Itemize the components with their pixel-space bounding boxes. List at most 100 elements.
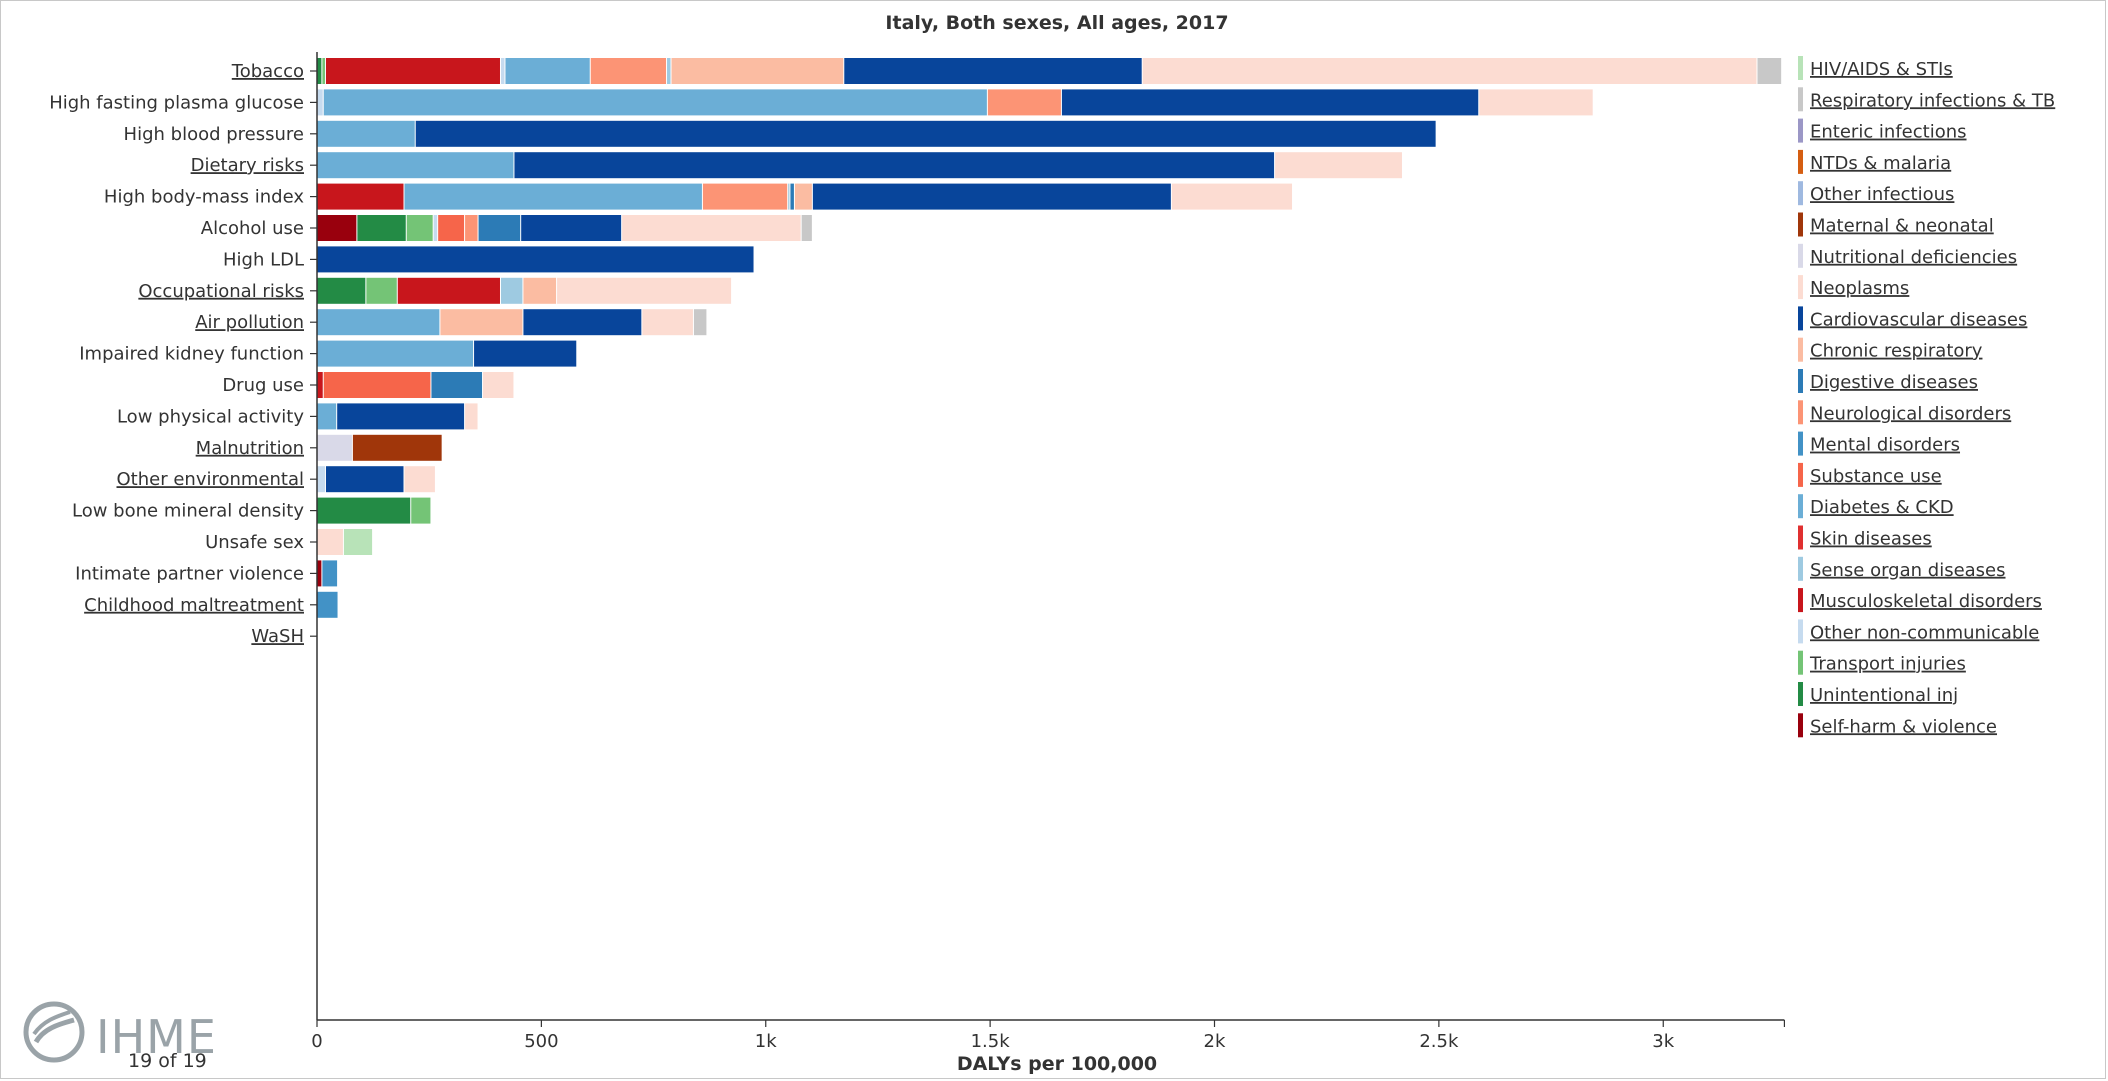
y-tick-label[interactable]: Tobacco xyxy=(231,61,304,82)
legend-item[interactable]: Respiratory infections & TB xyxy=(1810,90,2055,111)
bar-segment-cardio[interactable] xyxy=(1061,89,1479,116)
bar-segment-msk[interactable] xyxy=(317,372,323,398)
bar-segment-neoplasms[interactable] xyxy=(317,529,343,555)
bar-segment-cardio[interactable] xyxy=(844,58,1142,84)
bar-segment-chronic_resp[interactable] xyxy=(523,277,557,304)
legend-item[interactable]: Mental disorders xyxy=(1810,435,1960,456)
bar-segment-transport[interactable] xyxy=(411,497,431,524)
legend-item[interactable]: Transport injuries xyxy=(1809,654,1966,675)
y-tick-label[interactable]: Dietary risks xyxy=(191,155,304,176)
bar-segment-diabetes[interactable] xyxy=(323,89,987,116)
bar-segment-diabetes[interactable] xyxy=(317,120,415,147)
bar-segment-neoplasms[interactable] xyxy=(1479,89,1593,116)
bar-segment-neoplasms[interactable] xyxy=(1171,183,1293,210)
bar-segment-other_ncd[interactable] xyxy=(500,58,505,84)
y-tick-label[interactable]: Other environmental xyxy=(117,469,305,490)
bar-segment-sense[interactable] xyxy=(500,277,523,304)
legend-item[interactable]: Cardiovascular diseases xyxy=(1810,309,2027,330)
bar-segment-substance[interactable] xyxy=(323,372,431,398)
y-tick-label[interactable]: Air pollution xyxy=(195,312,304,333)
legend-item[interactable]: Enteric infections xyxy=(1810,122,1967,143)
bar-segment-unintentional[interactable] xyxy=(357,215,406,241)
bar-segment-neoplasms[interactable] xyxy=(483,372,514,398)
bar-segment-cardio[interactable] xyxy=(317,246,754,273)
bar-segment-cardio[interactable] xyxy=(514,152,1275,179)
y-tick-label[interactable]: Childhood maltreatment xyxy=(84,595,304,616)
bar-segment-maternal[interactable] xyxy=(352,434,442,461)
bar-segment-other_ncd[interactable] xyxy=(317,466,325,493)
bar-segment-cardio[interactable] xyxy=(521,215,622,241)
bar-segment-sense[interactable] xyxy=(667,58,671,84)
bar-segment-neoplasms[interactable] xyxy=(622,215,801,241)
legend-item[interactable]: Neoplasms xyxy=(1810,278,1909,299)
bar-segment-neoplasms[interactable] xyxy=(557,277,732,304)
bar-segment-nutritional[interactable] xyxy=(317,434,352,461)
legend-item[interactable]: Maternal & neonatal xyxy=(1810,216,1994,237)
bar-segment-other_ncd[interactable] xyxy=(317,89,323,116)
legend-item[interactable]: Substance use xyxy=(1810,466,1942,487)
bar-segment-diabetes[interactable] xyxy=(317,340,474,367)
legend-item[interactable]: Nutritional deficiencies xyxy=(1810,247,2017,268)
bar-segment-sense[interactable] xyxy=(788,183,790,210)
bar-segment-chronic_resp[interactable] xyxy=(671,58,844,84)
bar-segment-cardio[interactable] xyxy=(812,183,1171,210)
legend-item[interactable]: Other infectious xyxy=(1810,184,1954,205)
bar-segment-substance[interactable] xyxy=(438,215,465,241)
bar-segment-neoplasms[interactable] xyxy=(465,403,478,430)
bar-segment-neoplasms[interactable] xyxy=(404,466,435,493)
bar-segment-cardio[interactable] xyxy=(523,309,642,336)
legend-item[interactable]: Neurological disorders xyxy=(1810,403,2011,424)
bar-segment-transport[interactable] xyxy=(366,277,397,304)
bar-segment-hiv[interactable] xyxy=(343,529,373,555)
bar-segment-diabetes[interactable] xyxy=(317,309,440,336)
legend-item[interactable]: Skin diseases xyxy=(1810,529,1932,550)
y-tick-label[interactable]: Occupational risks xyxy=(138,281,304,302)
bar-segment-digestive[interactable] xyxy=(790,183,794,210)
legend-item[interactable]: Unintentional inj xyxy=(1810,685,1958,706)
bar-segment-transport[interactable] xyxy=(406,215,433,241)
bar-segment-neuro[interactable] xyxy=(590,58,667,84)
bar-segment-neoplasms[interactable] xyxy=(1142,58,1757,84)
bar-segment-cardio[interactable] xyxy=(474,340,577,367)
bar-segment-resp_inf[interactable] xyxy=(801,215,812,241)
bar-segment-unintentional[interactable] xyxy=(317,277,366,304)
bar-segment-resp_inf[interactable] xyxy=(693,309,707,336)
bar-segment-chronic_resp[interactable] xyxy=(794,183,812,210)
legend-item[interactable]: Digestive diseases xyxy=(1810,372,1978,393)
bar-segment-mental[interactable] xyxy=(322,560,338,587)
legend-item[interactable]: Chronic respiratory xyxy=(1810,341,1983,362)
bar-segment-neoplasms[interactable] xyxy=(1275,152,1402,179)
bar-segment-neuro[interactable] xyxy=(987,89,1061,116)
legend-item[interactable]: Other non-communicable xyxy=(1810,622,2039,643)
bar-segment-unintentional[interactable] xyxy=(317,58,322,84)
y-tick-label[interactable]: WaSH xyxy=(251,626,304,647)
bar-segment-mental[interactable] xyxy=(317,591,338,618)
legend-item[interactable]: Sense organ diseases xyxy=(1810,560,2006,581)
bar-segment-selfharm[interactable] xyxy=(317,215,357,241)
legend-item[interactable]: Musculoskeletal disorders xyxy=(1810,591,2042,612)
bar-segment-diabetes[interactable] xyxy=(317,152,514,179)
bar-segment-other_ncd[interactable] xyxy=(433,215,438,241)
bar-segment-chronic_resp[interactable] xyxy=(440,309,523,336)
bar-segment-diabetes[interactable] xyxy=(317,403,337,430)
bar-segment-resp_inf[interactable] xyxy=(1757,58,1782,84)
bar-segment-neuro[interactable] xyxy=(702,183,788,210)
bar-segment-cardio[interactable] xyxy=(415,120,1436,147)
bar-segment-msk[interactable] xyxy=(317,183,404,210)
legend-item[interactable]: NTDs & malaria xyxy=(1810,153,1951,174)
bar-segment-digestive[interactable] xyxy=(431,372,483,398)
bar-segment-diabetes[interactable] xyxy=(505,58,590,84)
bar-segment-unintentional[interactable] xyxy=(317,497,411,524)
bar-segment-digestive[interactable] xyxy=(478,215,521,241)
bar-segment-cardio[interactable] xyxy=(337,403,465,430)
y-tick-label[interactable]: Malnutrition xyxy=(196,438,304,459)
bar-segment-neuro[interactable] xyxy=(465,215,478,241)
bar-segment-msk[interactable] xyxy=(397,277,500,304)
legend-item[interactable]: Diabetes & CKD xyxy=(1810,497,1954,518)
bar-segment-diabetes[interactable] xyxy=(404,183,702,210)
bar-segment-cardio[interactable] xyxy=(325,466,404,493)
bar-segment-transport[interactable] xyxy=(322,58,325,84)
legend-item[interactable]: Self-harm & violence xyxy=(1810,716,1997,737)
bar-segment-msk[interactable] xyxy=(325,58,500,84)
bar-segment-neoplasms[interactable] xyxy=(642,309,693,336)
